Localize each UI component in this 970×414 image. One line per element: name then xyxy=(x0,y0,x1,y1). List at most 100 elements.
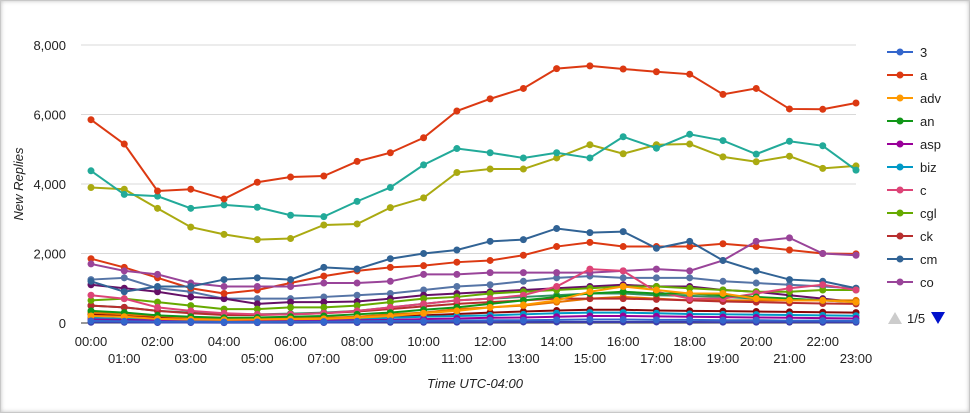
data-point[interactable] xyxy=(253,236,261,244)
data-point[interactable] xyxy=(87,167,95,175)
data-point[interactable] xyxy=(154,288,162,296)
data-point[interactable] xyxy=(719,90,727,98)
data-point[interactable] xyxy=(785,296,793,304)
data-point[interactable] xyxy=(154,192,162,200)
data-point[interactable] xyxy=(785,317,793,325)
data-point[interactable] xyxy=(154,270,162,278)
data-point[interactable] xyxy=(519,277,527,285)
data-point[interactable] xyxy=(652,295,660,303)
data-point[interactable] xyxy=(619,133,627,141)
data-point[interactable] xyxy=(553,296,561,304)
data-point[interactable] xyxy=(553,283,561,291)
data-point[interactable] xyxy=(752,243,760,251)
data-point[interactable] xyxy=(586,238,594,246)
data-point[interactable] xyxy=(453,246,461,254)
data-point[interactable] xyxy=(287,303,295,311)
data-point[interactable] xyxy=(353,279,361,287)
data-point[interactable] xyxy=(519,316,527,324)
data-point[interactable] xyxy=(586,229,594,237)
data-point[interactable] xyxy=(386,298,394,306)
data-point[interactable] xyxy=(253,305,261,313)
data-point[interactable] xyxy=(420,300,428,308)
data-point[interactable] xyxy=(287,276,295,284)
data-point[interactable] xyxy=(287,235,295,243)
data-point[interactable] xyxy=(386,289,394,297)
data-point[interactable] xyxy=(519,301,527,309)
data-point[interactable] xyxy=(486,95,494,103)
data-point[interactable] xyxy=(187,307,195,315)
data-point[interactable] xyxy=(386,204,394,212)
data-point[interactable] xyxy=(553,243,561,251)
data-point[interactable] xyxy=(619,295,627,303)
legend-item[interactable]: adv xyxy=(887,91,941,106)
data-point[interactable] xyxy=(686,243,694,251)
data-point[interactable] xyxy=(619,228,627,236)
data-point[interactable] xyxy=(686,295,694,303)
data-point[interactable] xyxy=(686,274,694,282)
legend-item[interactable]: biz xyxy=(887,160,937,175)
data-point[interactable] xyxy=(752,267,760,275)
data-point[interactable] xyxy=(420,194,428,202)
data-point[interactable] xyxy=(785,105,793,113)
data-point[interactable] xyxy=(87,312,95,320)
data-point[interactable] xyxy=(154,303,162,311)
data-point[interactable] xyxy=(852,286,860,294)
data-point[interactable] xyxy=(852,166,860,174)
data-point[interactable] xyxy=(686,70,694,78)
data-point[interactable] xyxy=(420,286,428,294)
data-point[interactable] xyxy=(120,303,128,311)
data-point[interactable] xyxy=(287,283,295,291)
data-point[interactable] xyxy=(386,263,394,271)
data-point[interactable] xyxy=(652,68,660,76)
data-point[interactable] xyxy=(652,316,660,324)
data-point[interactable] xyxy=(519,291,527,299)
data-point[interactable] xyxy=(120,288,128,296)
data-point[interactable] xyxy=(519,251,527,259)
data-point[interactable] xyxy=(852,251,860,259)
data-point[interactable] xyxy=(586,265,594,273)
data-point[interactable] xyxy=(519,84,527,92)
data-point[interactable] xyxy=(287,298,295,306)
legend-item[interactable]: ck xyxy=(887,229,934,244)
data-point[interactable] xyxy=(187,318,195,326)
data-point[interactable] xyxy=(187,302,195,310)
data-point[interactable] xyxy=(120,185,128,193)
data-point[interactable] xyxy=(586,316,594,324)
data-point[interactable] xyxy=(386,303,394,311)
data-point[interactable] xyxy=(87,183,95,191)
data-point[interactable] xyxy=(553,149,561,157)
data-point[interactable] xyxy=(287,318,295,326)
data-point[interactable] xyxy=(87,307,95,315)
data-point[interactable] xyxy=(320,263,328,271)
data-point[interactable] xyxy=(320,303,328,311)
data-point[interactable] xyxy=(453,283,461,291)
data-point[interactable] xyxy=(553,154,561,162)
data-point[interactable] xyxy=(785,152,793,160)
data-point[interactable] xyxy=(187,185,195,193)
data-point[interactable] xyxy=(586,295,594,303)
data-point[interactable] xyxy=(386,255,394,263)
data-point[interactable] xyxy=(686,289,694,297)
data-point[interactable] xyxy=(420,317,428,325)
data-point[interactable] xyxy=(785,234,793,242)
data-point[interactable] xyxy=(420,295,428,303)
data-point[interactable] xyxy=(154,318,162,326)
data-point[interactable] xyxy=(719,137,727,145)
data-point[interactable] xyxy=(686,140,694,148)
data-point[interactable] xyxy=(752,158,760,166)
data-point[interactable] xyxy=(486,237,494,245)
legend-item[interactable]: cgl xyxy=(887,206,937,221)
data-point[interactable] xyxy=(686,237,694,245)
data-point[interactable] xyxy=(486,295,494,303)
data-point[interactable] xyxy=(87,277,95,285)
legend-item[interactable]: co xyxy=(887,275,934,290)
data-point[interactable] xyxy=(719,240,727,248)
data-point[interactable] xyxy=(87,291,95,299)
data-point[interactable] xyxy=(154,298,162,306)
data-point[interactable] xyxy=(420,250,428,257)
data-point[interactable] xyxy=(187,223,195,231)
data-point[interactable] xyxy=(819,296,827,304)
data-point[interactable] xyxy=(785,137,793,145)
data-point[interactable] xyxy=(386,149,394,157)
data-point[interactable] xyxy=(320,279,328,287)
